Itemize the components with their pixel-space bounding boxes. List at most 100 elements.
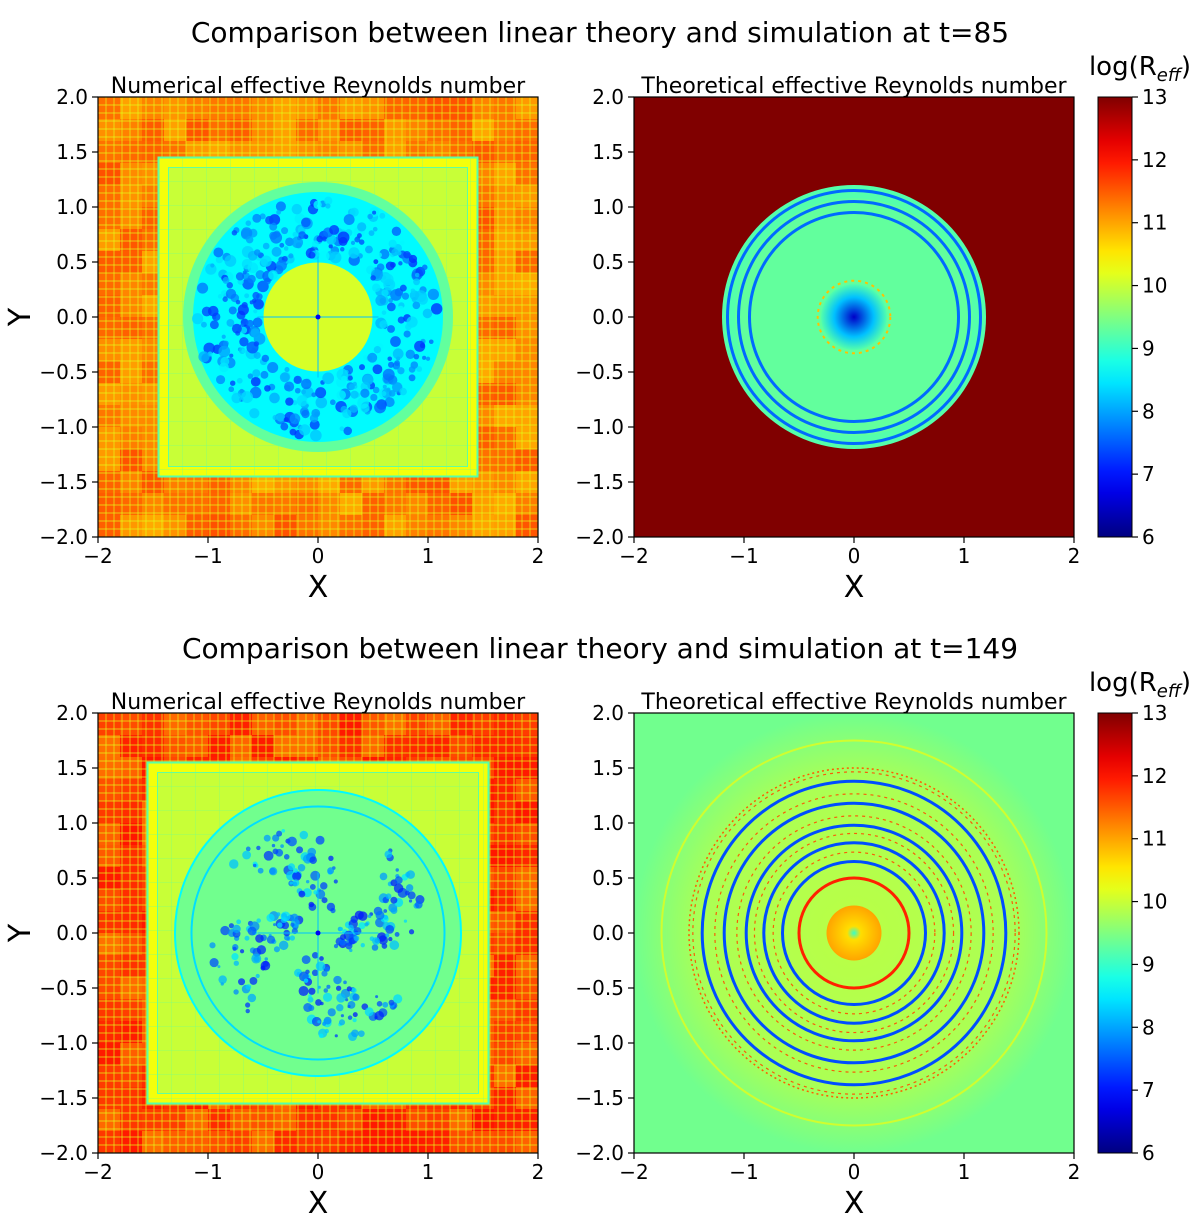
colorbar-tick-label: 11 — [1142, 827, 1167, 851]
theory-ring — [700, 779, 1008, 1087]
panel-title: Theoretical effective Reynolds number — [640, 74, 1067, 99]
y-tick-label: −1.0 — [575, 1031, 624, 1055]
x-tick-label: −2 — [619, 1160, 648, 1184]
y-tick-label: −1.0 — [39, 1031, 88, 1055]
colorbar-tick-label: 12 — [1142, 764, 1167, 788]
colorbar-label: log(Reff) — [1089, 52, 1191, 86]
y-tick-label: −1.5 — [39, 470, 88, 494]
y-tick-label: −0.5 — [39, 976, 88, 1000]
theoretical-heatmap-t149: −2 −1 0 1 2 −2.0 −1.5 −1.0 −0.5 0.0 0.5 1.0 1.5 2.0 Th… — [575, 690, 1080, 1221]
y-tick-label: 2.0 — [56, 85, 88, 109]
theory-ring — [737, 200, 971, 434]
theory-ring — [781, 860, 927, 1006]
numerical-heatmap-t85: −2 −1 0 1 2 −2.0 −1.5 −1.0 −0.5 0.0 0.5 1.0 1.5 2.0 Nu… — [3, 74, 544, 605]
row-title: Comparison between linear theory and sim… — [182, 632, 1018, 665]
x-tick-label: 1 — [422, 1160, 435, 1184]
theory-ring — [726, 189, 982, 445]
y-axis-label: Y — [3, 923, 38, 943]
x-tick-label: −1 — [193, 544, 222, 568]
panel-title: Numerical effective Reynolds number — [111, 74, 526, 99]
y-axis-label: Y — [3, 307, 38, 327]
x-tick-label: 0 — [848, 544, 861, 568]
colorbar-tick-label: 7 — [1142, 1078, 1155, 1102]
y-tick-label: −1.0 — [575, 415, 624, 439]
y-tick-label: 0.0 — [592, 921, 624, 945]
y-tick-label: −2.0 — [575, 525, 624, 549]
row-title: Comparison between linear theory and sim… — [191, 16, 1009, 49]
y-tick-label: 0.5 — [56, 866, 88, 890]
y-tick-label: 2.0 — [592, 701, 624, 725]
y-tick-label: 1.0 — [592, 811, 624, 835]
colorbar-tick-label: 7 — [1142, 462, 1155, 486]
x-tick-label: 0 — [312, 544, 325, 568]
y-tick-label: 1.0 — [56, 195, 88, 219]
numerical-heatmap-t149: −2 −1 0 1 2 −2.0 −1.5 −1.0 −0.5 0.0 0.5 1.0 1.5 2.0 Nu… — [3, 690, 544, 1221]
colorbar-tick-label: 12 — [1142, 148, 1167, 172]
y-tick-label: 0.0 — [592, 305, 624, 329]
colorbar-tick-label: 13 — [1142, 701, 1167, 725]
x-tick-label: 0 — [312, 1160, 325, 1184]
y-tick-label: 0.5 — [592, 250, 624, 274]
colorbar-tick-label: 9 — [1142, 336, 1155, 360]
theory-ring — [722, 801, 986, 1065]
y-tick-label: 0.0 — [56, 921, 88, 945]
x-tick-label: 2 — [532, 1160, 545, 1184]
y-tick-label: −1.0 — [39, 415, 88, 439]
y-tick-label: 1.5 — [592, 756, 624, 780]
x-axis-label: X — [308, 570, 329, 605]
y-tick-label: 2.0 — [592, 85, 624, 109]
colorbar-tick-label: 9 — [1142, 952, 1155, 976]
x-tick-label: 1 — [958, 544, 971, 568]
y-tick-label: −2.0 — [39, 1141, 88, 1165]
colorbar-label: log(Reff) — [1089, 668, 1191, 702]
x-tick-label: −2 — [619, 544, 648, 568]
y-tick-label: 0.5 — [56, 250, 88, 274]
panel-title: Theoretical effective Reynolds number — [640, 690, 1067, 715]
panel-title: Numerical effective Reynolds number — [111, 690, 526, 715]
x-tick-label: 0 — [848, 1160, 861, 1184]
theoretical-heatmap-t85: −2 −1 0 1 2 −2.0 −1.5 −1.0 −0.5 0.0 0.5 1.0 1.5 2.0 Th… — [575, 74, 1080, 605]
colorbar-tick-label: 8 — [1142, 399, 1155, 423]
colorbar-tick-label: 13 — [1142, 85, 1167, 109]
y-tick-label: 0.5 — [592, 866, 624, 890]
x-tick-label: −2 — [83, 1160, 112, 1184]
y-tick-label: 2.0 — [56, 701, 88, 725]
x-tick-label: 2 — [532, 544, 545, 568]
theory-ring — [744, 823, 964, 1043]
y-tick-label: 1.5 — [592, 140, 624, 164]
x-axis-label: X — [844, 570, 865, 605]
y-tick-label: −0.5 — [575, 360, 624, 384]
y-tick-label: 1.0 — [592, 195, 624, 219]
colorbar-tick-label: 6 — [1142, 525, 1155, 549]
colorbar-tick-label: 11 — [1142, 211, 1167, 235]
y-tick-label: −1.5 — [575, 1086, 624, 1110]
x-tick-label: 2 — [1068, 544, 1081, 568]
y-tick-label: −1.5 — [575, 470, 624, 494]
y-tick-label: −2.0 — [39, 525, 88, 549]
y-tick-label: 1.5 — [56, 140, 88, 164]
theory-ring — [748, 211, 960, 423]
x-axis-label: X — [308, 1186, 329, 1221]
y-tick-label: −0.5 — [575, 976, 624, 1000]
colorbar-tick-label: 6 — [1142, 1141, 1155, 1165]
x-tick-label: 2 — [1068, 1160, 1081, 1184]
x-tick-label: −1 — [729, 544, 758, 568]
x-tick-label: −1 — [729, 1160, 758, 1184]
colorbar-tick-label: 8 — [1142, 1015, 1155, 1039]
y-tick-label: 0.0 — [56, 305, 88, 329]
y-tick-label: 1.0 — [56, 811, 88, 835]
theory-center — [826, 905, 882, 961]
y-tick-label: 1.5 — [56, 756, 88, 780]
x-tick-label: 1 — [958, 1160, 971, 1184]
theory-ring — [762, 841, 946, 1025]
x-tick-label: −2 — [83, 544, 112, 568]
colorbar-tick-label: 10 — [1142, 274, 1167, 298]
y-tick-label: −0.5 — [39, 360, 88, 384]
y-tick-label: −1.5 — [39, 1086, 88, 1110]
colorbar-tick-label: 10 — [1142, 890, 1167, 914]
theory-center — [821, 284, 887, 350]
